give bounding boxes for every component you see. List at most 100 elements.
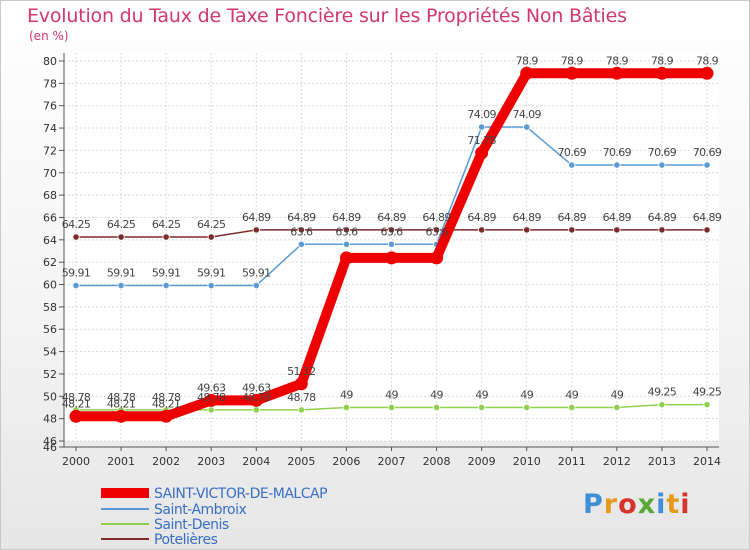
data-point <box>117 233 125 241</box>
data-label: 48.78 <box>107 391 136 404</box>
data-point <box>387 403 396 412</box>
data-point <box>387 240 396 248</box>
data-label: 78.9 <box>651 54 674 67</box>
data-point <box>520 66 534 80</box>
data-label: 64.89 <box>332 211 361 224</box>
data-point <box>613 226 621 234</box>
y-tick-label: 72 <box>43 144 57 157</box>
data-point <box>252 281 260 290</box>
x-tick-label: 2000 <box>62 455 90 468</box>
data-point <box>342 226 351 234</box>
data-point <box>159 409 173 423</box>
data-label: 49 <box>610 388 623 401</box>
y-tick-label: 52 <box>43 368 57 381</box>
data-point <box>703 226 711 234</box>
data-label: 64.89 <box>242 211 271 224</box>
legend-label: Potelières <box>154 532 218 548</box>
data-point <box>658 226 666 234</box>
data-label: 64.25 <box>107 218 136 231</box>
data-point <box>342 240 351 248</box>
data-point <box>207 281 215 290</box>
data-label: 70.69 <box>693 146 722 159</box>
y-tick-label: 62 <box>43 256 57 269</box>
data-point <box>387 226 396 234</box>
data-point <box>342 403 351 412</box>
y-tick-label: 48 <box>43 413 57 426</box>
data-label: 64.89 <box>422 211 451 224</box>
data-label: 48.78 <box>197 391 226 404</box>
data-label: 49 <box>340 388 353 401</box>
data-point <box>117 281 125 290</box>
x-tick-label: 2010 <box>513 455 541 468</box>
data-point <box>72 233 80 241</box>
data-point <box>478 226 486 234</box>
data-label: 49 <box>430 388 443 401</box>
data-label: 63.6 <box>380 225 403 238</box>
data-label: 49.25 <box>648 386 677 399</box>
data-point <box>658 401 666 409</box>
data-label: 63.6 <box>426 225 449 238</box>
data-label: 78.9 <box>561 54 584 67</box>
data-point <box>432 403 441 412</box>
data-label: 70.69 <box>648 146 677 159</box>
data-label: 70.69 <box>603 146 632 159</box>
legend-label: SAINT-VICTOR-DE-MALCAP <box>154 486 327 502</box>
x-tick-label: 2012 <box>603 455 631 468</box>
data-point <box>475 146 489 160</box>
data-label: 64.89 <box>558 211 587 224</box>
data-label: 48.78 <box>62 391 91 404</box>
data-point <box>610 66 624 80</box>
data-point <box>613 161 621 169</box>
data-point <box>249 393 263 407</box>
data-point <box>162 233 170 241</box>
legend-label: Saint-Ambroix <box>154 502 246 518</box>
data-label: 63.6 <box>290 225 313 238</box>
data-label: 51.12 <box>287 365 316 378</box>
data-label: 59.91 <box>152 267 181 280</box>
y-tick-label: 64 <box>43 234 57 247</box>
y-tick-label: 50 <box>43 390 57 403</box>
x-tick-label: 2009 <box>468 455 496 468</box>
y-tick-label: 46 <box>43 435 57 448</box>
data-label: 49 <box>565 388 578 401</box>
legend-label: Saint-Denis <box>154 517 229 533</box>
data-label: 78.9 <box>696 54 719 67</box>
data-point <box>252 406 260 414</box>
x-tick-label: 2001 <box>107 455 135 468</box>
data-point <box>297 240 305 248</box>
y-tick-label: 74 <box>43 122 57 135</box>
data-label: 64.89 <box>648 211 677 224</box>
data-label: 63.6 <box>335 225 358 238</box>
data-point <box>478 123 486 131</box>
data-point <box>294 377 308 391</box>
data-label: 48.21 <box>152 397 181 410</box>
x-tick-label: 2014 <box>693 455 721 468</box>
x-tick-label: 2008 <box>423 455 451 468</box>
data-point <box>207 406 215 414</box>
x-tick-label: 2002 <box>152 455 180 468</box>
data-point <box>703 161 711 169</box>
y-tick-label: 76 <box>43 100 57 113</box>
x-tick-label: 2011 <box>558 455 586 468</box>
y-tick-label: 58 <box>43 301 57 314</box>
data-point <box>523 123 531 131</box>
data-point <box>478 403 486 412</box>
data-label: 49 <box>520 388 533 401</box>
data-label: 64.89 <box>512 211 541 224</box>
y-tick-label: 66 <box>43 211 57 224</box>
data-label: 59.91 <box>62 267 91 280</box>
y-tick-label: 70 <box>43 167 57 180</box>
data-point <box>385 251 398 265</box>
data-point <box>297 406 305 414</box>
data-label: 59.91 <box>107 267 136 280</box>
data-label: 48.21 <box>62 397 91 410</box>
data-point <box>568 226 576 234</box>
data-label: 59.91 <box>197 267 226 280</box>
data-label: 64.89 <box>377 211 406 224</box>
y-tick-label: 54 <box>43 346 57 359</box>
data-point <box>207 233 215 241</box>
proxiti-logo: Proxiti <box>583 489 691 520</box>
data-label: 48.78 <box>152 391 181 404</box>
data-point <box>252 226 260 234</box>
